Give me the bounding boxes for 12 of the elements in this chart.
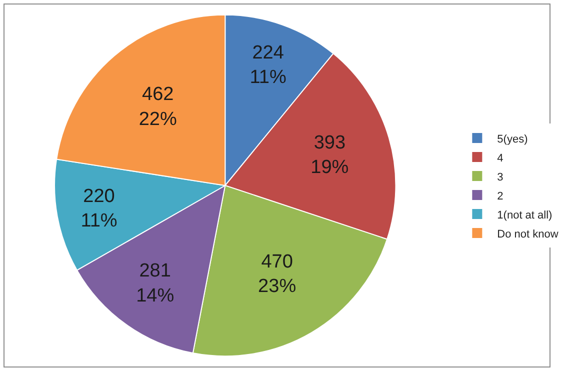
legend-label: 5(yes) [497, 133, 528, 146]
legend-label: 1(not at all) [497, 209, 552, 222]
data-label: 281 14% [136, 260, 174, 306]
data-label: 470 23% [258, 251, 296, 298]
legend-label: 2 [497, 190, 504, 202]
data-label: 393 19% [310, 132, 349, 178]
legend-label: 4 [497, 152, 504, 164]
data-label: 224 11% [250, 42, 286, 88]
legend-label: 3 [497, 171, 504, 184]
legend-label: Do not know [497, 228, 558, 240]
data-label: 462 22% [138, 84, 177, 130]
data-label: 220 11% [80, 186, 118, 232]
